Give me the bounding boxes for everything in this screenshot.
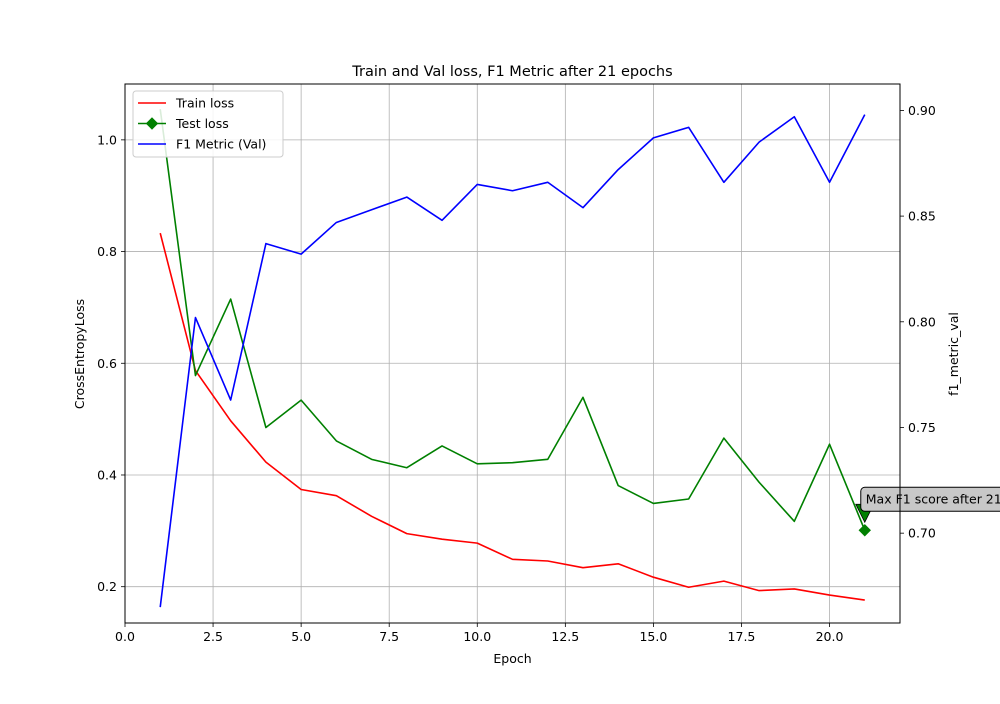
plot-frame (124, 83, 901, 624)
legend-box (132, 90, 284, 158)
axes-layer: 0.0 2.5 5.0 7.5 10.0 12.5 15.0 17.5 20.0 0.2 0.4 0.… (97, 103, 936, 644)
y-axis-label: CrossEntropyLoss (72, 299, 87, 409)
x-tick-label: 0.0 (115, 629, 135, 644)
y-right-tick-label: 0.90 (908, 103, 936, 118)
annotation-text: Max F1 score after 21 (866, 491, 1000, 506)
y-right-tick-label: 0.70 (908, 526, 936, 541)
chart-title: Train and Val loss, F1 Metric after 21 e… (351, 64, 672, 80)
y-tick-label: 1.0 (97, 132, 117, 147)
y-tick-label: 0.8 (97, 244, 117, 259)
legend-label-f1-metric-val: F1 Metric (Val) (176, 137, 266, 152)
x-tick-label: 15.0 (639, 629, 667, 644)
x-axis-label: Epoch (493, 651, 531, 666)
x-tick-label: 20.0 (816, 629, 844, 644)
legend-label-test-loss: Test loss (175, 116, 229, 131)
series-line-f1-metric-val (159, 114, 866, 608)
y-tick-label: 0.4 (97, 467, 117, 482)
annotation-layer: Max F1 score after 21 (855, 486, 1000, 524)
y-tick-label: 0.2 (97, 579, 117, 594)
series-point-test-loss (858, 524, 871, 537)
annotation-box (860, 486, 1000, 512)
y-right-tick-label: 0.85 (908, 209, 936, 224)
x-tick-label: 12.5 (551, 629, 579, 644)
legend: Train loss Test loss F1 Metric (Val) (132, 90, 284, 158)
x-tick-label: 2.5 (203, 629, 223, 644)
legend-label-train-loss: Train loss (175, 96, 234, 111)
y-tick-label: 0.6 (97, 356, 117, 371)
x-tick-label: 10.0 (463, 629, 491, 644)
x-tick-label: 5.0 (291, 629, 311, 644)
series-line-train-loss (159, 232, 865, 601)
legend-marker-test-loss (145, 117, 159, 130)
y-axis-label-right: f1_metric_val (946, 312, 961, 396)
y-right-tick-label: 0.75 (908, 420, 936, 435)
y-right-tick-label: 0.80 (908, 314, 936, 329)
x-tick-label: 17.5 (728, 629, 756, 644)
series-layer (159, 109, 871, 608)
series-line-test-loss (159, 109, 866, 531)
grid-lines (124, 84, 900, 623)
x-tick-label: 7.5 (379, 629, 399, 644)
